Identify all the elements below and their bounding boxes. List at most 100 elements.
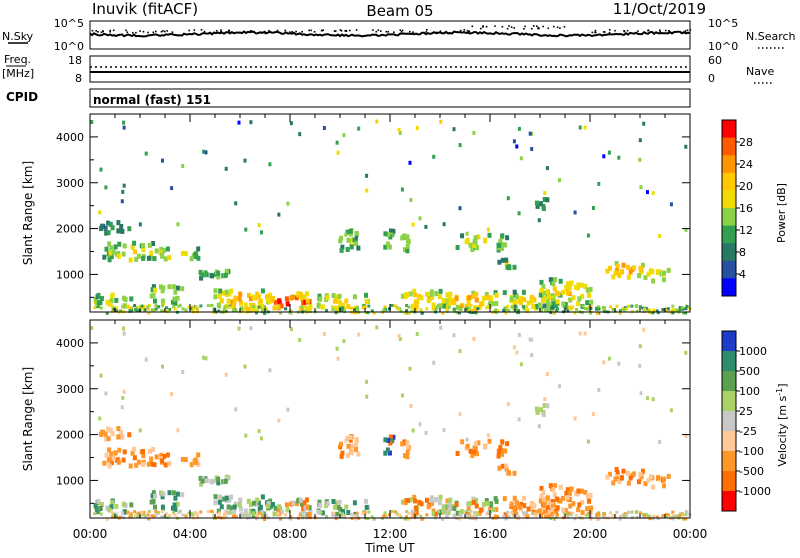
velocity-cell — [175, 501, 180, 507]
velocity-cell — [586, 439, 590, 444]
velocity-cell — [160, 515, 164, 519]
velocity-cell — [345, 453, 350, 458]
velocity-cell — [99, 373, 103, 378]
velocity-cell — [548, 483, 553, 489]
velocity-cell — [442, 509, 447, 515]
power-cell — [473, 235, 478, 241]
velocity-cell — [193, 457, 198, 463]
power-cell — [279, 311, 283, 315]
velocity-cell — [468, 448, 473, 454]
power-cell — [290, 294, 295, 300]
noise-dot — [155, 30, 157, 33]
velocity-cell — [550, 499, 555, 504]
power-cell — [226, 298, 231, 304]
power-cell — [528, 131, 532, 136]
velocity-cell — [204, 478, 209, 484]
power-cell — [363, 305, 367, 309]
velocity-cell — [154, 513, 158, 517]
velocity-cell — [216, 508, 221, 514]
velocity-cell — [372, 517, 376, 521]
velocity-cell — [535, 509, 539, 513]
power-cell — [608, 265, 612, 271]
power-cell — [405, 238, 410, 244]
velocity-cell — [681, 513, 685, 517]
velocity-cell — [564, 490, 569, 496]
power-cell — [417, 294, 422, 299]
velocity-cell — [127, 432, 132, 438]
noise-dot — [591, 31, 594, 34]
velocity-cell — [573, 416, 577, 421]
velocity-cell — [424, 430, 428, 435]
velocity-cell — [184, 514, 188, 518]
power-cell — [90, 120, 94, 124]
velocity-cell — [644, 512, 648, 516]
velocity-cell — [334, 511, 339, 517]
velocity-cell — [642, 327, 646, 332]
velocity-cell — [232, 509, 237, 515]
power-cell — [349, 244, 354, 250]
noise-dot — [387, 31, 389, 33]
velocity-cell — [272, 511, 277, 517]
velocity-cell — [132, 455, 137, 461]
velocity-cell — [504, 463, 509, 469]
power-cell — [574, 284, 579, 290]
power-cell — [136, 253, 141, 259]
power-cell — [261, 308, 265, 312]
noise-left-tick-top: 10^5 — [54, 17, 84, 30]
velocity-cell — [410, 509, 415, 515]
velocity-cell — [596, 513, 600, 517]
velocity-cell — [223, 478, 228, 484]
velocity-cell — [289, 327, 293, 332]
power-cell — [352, 294, 357, 300]
power-cell — [237, 120, 241, 125]
velocity-cell — [546, 512, 551, 518]
power-cell — [305, 298, 310, 304]
velocity-cell — [405, 449, 410, 455]
noise-dot — [220, 30, 222, 33]
velocity-cell — [361, 512, 365, 516]
velocity-cell — [539, 407, 543, 413]
velocity-cell — [298, 512, 302, 516]
velocity-cell — [651, 397, 655, 402]
velocity-cell — [354, 441, 358, 446]
velocity-cell — [387, 450, 392, 456]
power-cell — [194, 305, 198, 309]
power-cell — [561, 301, 566, 307]
power-cell — [180, 250, 185, 256]
velocity-cell — [500, 463, 505, 469]
velocity-cell — [455, 451, 460, 456]
power-cell — [638, 157, 642, 162]
velocity-cell — [370, 515, 374, 519]
velocity-cell — [258, 504, 263, 510]
power-cell — [684, 227, 688, 232]
power-cell — [243, 307, 247, 311]
power-cell — [532, 297, 537, 303]
velocity-cell — [475, 451, 479, 457]
beam-title: Beam 05 — [366, 2, 433, 20]
velocity-cell — [551, 507, 556, 513]
velocity-cell — [137, 511, 141, 515]
power-cell — [634, 304, 638, 308]
power-cell — [239, 300, 243, 306]
power-cell — [558, 278, 563, 284]
velocity-cell — [672, 514, 676, 518]
power-cell — [189, 256, 194, 262]
velocity-cell — [141, 461, 146, 467]
velocity-cell — [471, 496, 476, 502]
velocity-cell — [619, 475, 624, 481]
velocity-cell — [355, 511, 359, 515]
power-cell — [658, 233, 662, 238]
power-cell — [388, 234, 393, 240]
velocity-cell — [526, 506, 531, 512]
power-cell — [353, 311, 357, 315]
power-cell — [468, 242, 473, 248]
velocity-cell — [189, 513, 193, 517]
noise-dot — [623, 30, 625, 32]
power-cell — [583, 307, 587, 310]
power-cell — [671, 304, 675, 308]
velocity-cell — [498, 445, 503, 451]
noise-dot — [95, 30, 97, 32]
velocity-cell — [173, 506, 178, 512]
velocity-cell — [255, 514, 259, 518]
power-cell — [684, 311, 688, 315]
